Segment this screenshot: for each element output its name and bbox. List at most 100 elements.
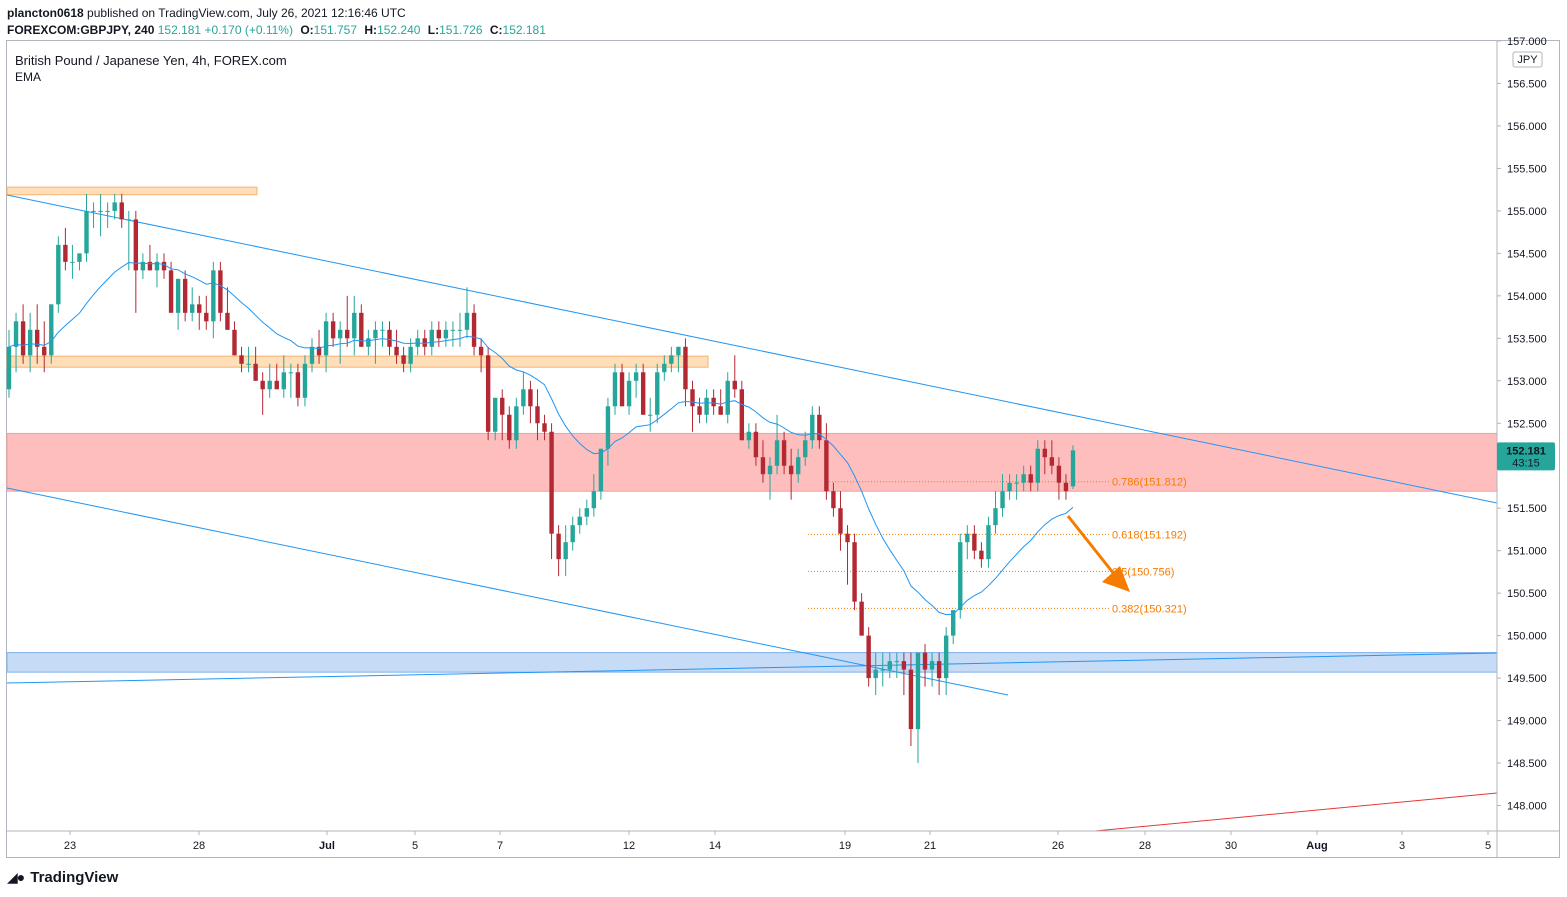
- candle-body[interactable]: [175, 278, 181, 313]
- candle-body[interactable]: [253, 363, 258, 381]
- candle-body[interactable]: [507, 414, 512, 441]
- candle-body[interactable]: [84, 210, 89, 254]
- candle-body[interactable]: [457, 329, 463, 331]
- candle-body[interactable]: [225, 312, 230, 330]
- candle-body[interactable]: [260, 380, 265, 390]
- candle-body[interactable]: [140, 261, 146, 271]
- candle-body[interactable]: [246, 363, 251, 365]
- candle-body[interactable]: [443, 329, 449, 339]
- candle-body[interactable]: [514, 406, 519, 441]
- candle-body[interactable]: [542, 423, 547, 432]
- candle-body[interactable]: [697, 406, 702, 415]
- candle-body[interactable]: [478, 346, 484, 356]
- candle-body[interactable]: [838, 508, 843, 534]
- candle-body[interactable]: [831, 491, 836, 509]
- candle-body[interactable]: [549, 431, 554, 534]
- candle-body[interactable]: [13, 321, 19, 347]
- tradingview-brand[interactable]: ◢● TradingView: [7, 869, 118, 886]
- candle-body[interactable]: [866, 635, 871, 679]
- candle-body[interactable]: [218, 270, 223, 313]
- candle-body[interactable]: [323, 321, 329, 356]
- candle-body[interactable]: [436, 329, 442, 339]
- candle-body[interactable]: [500, 397, 505, 415]
- candle-body[interactable]: [563, 542, 568, 560]
- candle-body[interactable]: [1014, 482, 1019, 484]
- candle-body[interactable]: [352, 312, 357, 339]
- candle-body[interactable]: [373, 329, 378, 339]
- candle-body[interactable]: [239, 355, 244, 364]
- candle-body[interactable]: [965, 533, 970, 543]
- candle-body[interactable]: [598, 448, 604, 492]
- candle-body[interactable]: [1007, 482, 1012, 492]
- candle-body[interactable]: [887, 661, 892, 670]
- candle-body[interactable]: [648, 414, 653, 416]
- candle-body[interactable]: [993, 508, 998, 526]
- candle-body[interactable]: [852, 542, 857, 602]
- candle-body[interactable]: [824, 440, 829, 492]
- candle-body[interactable]: [1035, 448, 1040, 483]
- candle-body[interactable]: [894, 661, 900, 663]
- candle-body[interactable]: [662, 363, 667, 373]
- candle-body[interactable]: [767, 465, 773, 475]
- candle-body[interactable]: [154, 261, 160, 271]
- candle-body[interactable]: [77, 253, 82, 262]
- candle-body[interactable]: [168, 270, 174, 313]
- candle-body[interactable]: [979, 550, 984, 560]
- candle-body[interactable]: [42, 346, 47, 356]
- candle-body[interactable]: [147, 261, 153, 271]
- candle-body[interactable]: [1070, 450, 1076, 487]
- candle-body[interactable]: [732, 380, 737, 390]
- candle-body[interactable]: [929, 661, 935, 670]
- candle-body[interactable]: [605, 406, 611, 449]
- candle-body[interactable]: [788, 465, 794, 475]
- candle-body[interactable]: [690, 389, 695, 407]
- ema-line[interactable]: [8, 261, 1074, 616]
- red-trendline[interactable]: [1094, 792, 1498, 832]
- candle-body[interactable]: [626, 380, 632, 407]
- candle-body[interactable]: [873, 669, 878, 679]
- candle-body[interactable]: [521, 389, 526, 407]
- candle-body[interactable]: [232, 329, 237, 356]
- candle-body[interactable]: [274, 380, 279, 390]
- candle-body[interactable]: [182, 278, 188, 313]
- candle-body[interactable]: [281, 372, 287, 390]
- candle-body[interactable]: [951, 610, 956, 636]
- candle-body[interactable]: [387, 329, 392, 347]
- candle-body[interactable]: [422, 338, 427, 347]
- candle-body[interactable]: [288, 372, 294, 374]
- candle-body[interactable]: [859, 601, 864, 636]
- candle-body[interactable]: [760, 457, 766, 475]
- candle-body[interactable]: [190, 304, 195, 313]
- candle-body[interactable]: [803, 440, 808, 458]
- candle-body[interactable]: [922, 652, 928, 670]
- candle-body[interactable]: [746, 431, 752, 441]
- candle-body[interactable]: [302, 363, 308, 398]
- candle-body[interactable]: [584, 508, 590, 517]
- candle-body[interactable]: [91, 210, 96, 212]
- candle-body[interactable]: [704, 397, 709, 415]
- candle-body[interactable]: [739, 389, 745, 441]
- candle-body[interactable]: [408, 346, 413, 364]
- candle-body[interactable]: [810, 414, 815, 441]
- candle-body[interactable]: [633, 372, 639, 381]
- candle-body[interactable]: [774, 440, 780, 466]
- legend-indicator[interactable]: EMA: [15, 70, 42, 84]
- candle-body[interactable]: [669, 355, 674, 364]
- candle-body[interactable]: [795, 457, 801, 475]
- candle-body[interactable]: [119, 202, 124, 220]
- candle-body[interactable]: [570, 525, 575, 543]
- candle-body[interactable]: [337, 329, 343, 339]
- candle-body[interactable]: [972, 533, 977, 551]
- candle-body[interactable]: [309, 346, 315, 364]
- candle-body[interactable]: [34, 329, 40, 347]
- candle-body[interactable]: [535, 406, 540, 424]
- candle-body[interactable]: [577, 516, 582, 526]
- currency-badge[interactable]: [1512, 51, 1543, 68]
- author-name[interactable]: plancton0618: [7, 6, 84, 20]
- candle-body[interactable]: [612, 372, 618, 407]
- candle-body[interactable]: [204, 312, 209, 322]
- projection-arrow-shaft[interactable]: [1066, 515, 1116, 575]
- candle-body[interactable]: [591, 491, 597, 509]
- candle-body[interactable]: [908, 669, 914, 730]
- candle-body[interactable]: [817, 414, 822, 441]
